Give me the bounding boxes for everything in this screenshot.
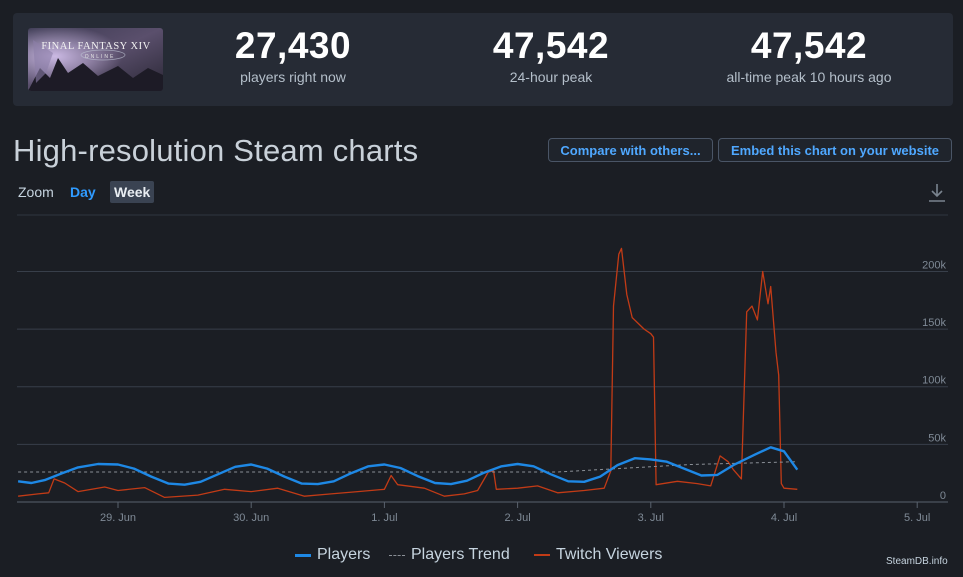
game-logo[interactable]: FINAL FANTASY XIV ONLINE bbox=[28, 28, 163, 91]
twitch-viewers-line[interactable] bbox=[18, 247, 798, 499]
player-chart: 0 50k 100k 150k 200k 29. Jun 30. Jun 1. Jul 2. J… bbox=[17, 214, 948, 524]
y-tick-label: 100k bbox=[922, 375, 946, 387]
x-tick-label: 29. Jun bbox=[100, 512, 136, 524]
zoom-week-button[interactable]: Week bbox=[110, 181, 155, 203]
current-players-label: players right now bbox=[240, 68, 346, 85]
embed-chart-button[interactable]: Embed this chart on your website bbox=[718, 138, 952, 162]
legend-label-players: Players bbox=[317, 546, 371, 563]
x-tick-label: 30. Jun bbox=[233, 512, 269, 524]
y-tick-label: 150k bbox=[922, 317, 946, 329]
y-tick-label: 200k bbox=[922, 259, 946, 271]
legend-item-players[interactable]: Players bbox=[295, 546, 370, 564]
stat-all-time-peak: 47,542 all-time peak 10 hours ago bbox=[689, 25, 929, 85]
players-line[interactable] bbox=[17, 446, 799, 486]
x-tick-label: 3. Jul bbox=[638, 512, 664, 524]
x-tick-label: 1. Jul bbox=[371, 512, 397, 524]
compare-button[interactable]: Compare with others... bbox=[548, 138, 713, 162]
all-time-peak-label: all-time peak 10 hours ago bbox=[726, 68, 892, 85]
chart-legend: Players Players Trend Twitch Viewers bbox=[0, 546, 963, 568]
legend-item-players-trend[interactable]: Players Trend bbox=[389, 546, 510, 564]
legend-item-twitch-viewers[interactable]: Twitch Viewers bbox=[534, 546, 662, 564]
stat-current-players: 27,430 players right now bbox=[173, 25, 413, 85]
players-trend-line[interactable] bbox=[18, 461, 798, 473]
players-trend-swatch bbox=[389, 554, 405, 556]
x-tick-label: 4. Jul bbox=[771, 512, 797, 524]
24h-peak-label: 24-hour peak bbox=[509, 68, 593, 85]
stats-bar: FINAL FANTASY XIV ONLINE 27,430 players … bbox=[13, 13, 953, 106]
legend-label-twitch-viewers: Twitch Viewers bbox=[556, 546, 663, 563]
stat-24h-peak: 47,542 24-hour peak bbox=[431, 25, 671, 85]
x-tick-label: 2. Jul bbox=[504, 512, 530, 524]
players-swatch bbox=[295, 553, 311, 557]
y-tick-label: 0 bbox=[940, 490, 946, 502]
y-tick-label: 50k bbox=[928, 432, 946, 444]
page-title: High-resolution Steam charts bbox=[13, 133, 419, 168]
logo-title: FINAL FANTASY XIV bbox=[41, 41, 150, 52]
logo-subtitle: ONLINE bbox=[85, 54, 116, 60]
current-players-value: 27,430 bbox=[234, 25, 352, 66]
zoom-day-button[interactable]: Day bbox=[70, 184, 96, 200]
24h-peak-value: 47,542 bbox=[492, 25, 610, 66]
x-tick-label: 5. Jul bbox=[904, 512, 930, 524]
download-icon[interactable] bbox=[927, 182, 947, 204]
all-time-peak-value: 47,542 bbox=[750, 25, 868, 66]
game-logo-image: FINAL FANTASY XIV ONLINE bbox=[28, 28, 163, 91]
zoom-label: Zoom bbox=[18, 184, 54, 200]
twitch-viewers-swatch bbox=[534, 554, 550, 556]
steamdb-credit[interactable]: SteamDB.info bbox=[886, 556, 948, 567]
legend-label-players-trend: Players Trend bbox=[411, 546, 510, 563]
